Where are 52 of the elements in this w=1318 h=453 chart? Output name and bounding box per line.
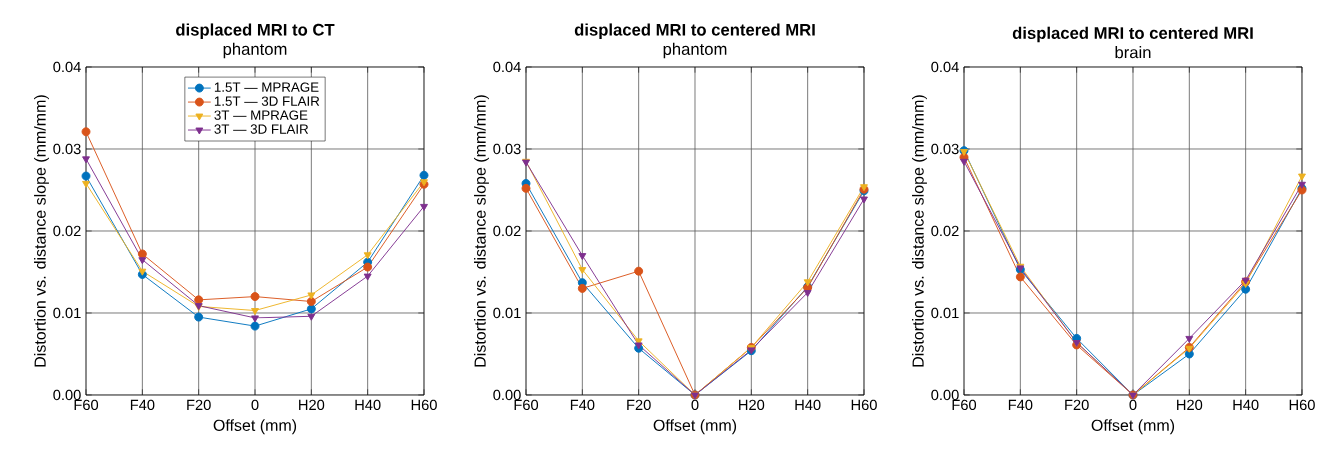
x-tick-label: 0 [1129, 399, 1137, 411]
y-tick-label: 0.02 [931, 225, 959, 237]
x-tick-label: H40 [355, 399, 381, 411]
chart-title: displaced MRI to centered MRI [574, 23, 815, 39]
y-tick-label: 0.04 [53, 61, 81, 73]
x-tick-label: H60 [851, 399, 877, 411]
y-tick-label: 0.02 [53, 225, 81, 237]
x-tick-label: F40 [130, 399, 155, 411]
x-tick-label: F20 [187, 399, 211, 411]
y-tick-label: 0.00 [53, 389, 81, 401]
chart-subtitle: phantom [223, 42, 287, 59]
x-tick-label: F20 [1065, 399, 1089, 411]
y-tick-label: 0.01 [493, 307, 521, 319]
y-tick-label: 0.01 [931, 307, 959, 319]
legend-label: 3T — MPRAGE [214, 110, 308, 120]
legend-label: 3T — 3D FLAIR [214, 124, 309, 134]
x-tick-label: H40 [795, 399, 821, 411]
x-tick-label: H20 [1177, 399, 1203, 411]
y-tick-label: 0.03 [493, 143, 521, 155]
x-tick-label: 0 [691, 399, 699, 411]
x-tick-label: H60 [411, 399, 437, 411]
chart-title: displaced MRI to centered MRI [1012, 26, 1253, 43]
chart-title: displaced MRI to CT [176, 23, 335, 39]
chart-subtitle: phantom [663, 42, 727, 59]
y-tick-label: 0.03 [53, 143, 81, 155]
y-axis-title: Distortion vs. distance slope (mm/mm) [474, 95, 489, 367]
x-axis-title: Offset (mm) [213, 419, 297, 435]
x-axis-title: Offset (mm) [1091, 419, 1175, 435]
legend-label: 1.5T — MPRAGE [214, 82, 319, 92]
legend-label: 1.5T — 3D FLAIR [214, 96, 320, 106]
x-tick-label: H20 [299, 399, 325, 411]
x-tick-label: 0 [251, 399, 259, 411]
y-tick-label: 0.04 [493, 61, 521, 73]
x-tick-label: H40 [1233, 399, 1259, 411]
y-tick-label: 0.03 [931, 143, 959, 155]
chart-subtitle: brain [1115, 46, 1151, 59]
y-tick-label: 0.00 [493, 389, 521, 401]
x-tick-label: H60 [1289, 399, 1315, 411]
x-tick-label: F40 [570, 399, 595, 411]
x-tick-label: F60 [514, 399, 539, 411]
x-tick-label: F20 [627, 399, 651, 411]
y-tick-label: 0.04 [931, 61, 959, 73]
y-tick-label: 0.02 [493, 225, 521, 237]
x-tick-label: H20 [739, 399, 765, 411]
x-tick-label: F40 [1008, 399, 1033, 411]
y-axis-title: Distortion vs. distance slope (mm/mm) [34, 95, 49, 367]
x-axis-title: Offset (mm) [653, 419, 737, 435]
x-tick-label: F60 [74, 399, 99, 411]
x-tick-label: F60 [952, 399, 977, 411]
y-axis-title: Distortion vs. distance slope (mm/mm) [912, 95, 927, 367]
y-tick-label: 0.01 [53, 307, 81, 319]
y-tick-label: 0.00 [931, 389, 959, 401]
